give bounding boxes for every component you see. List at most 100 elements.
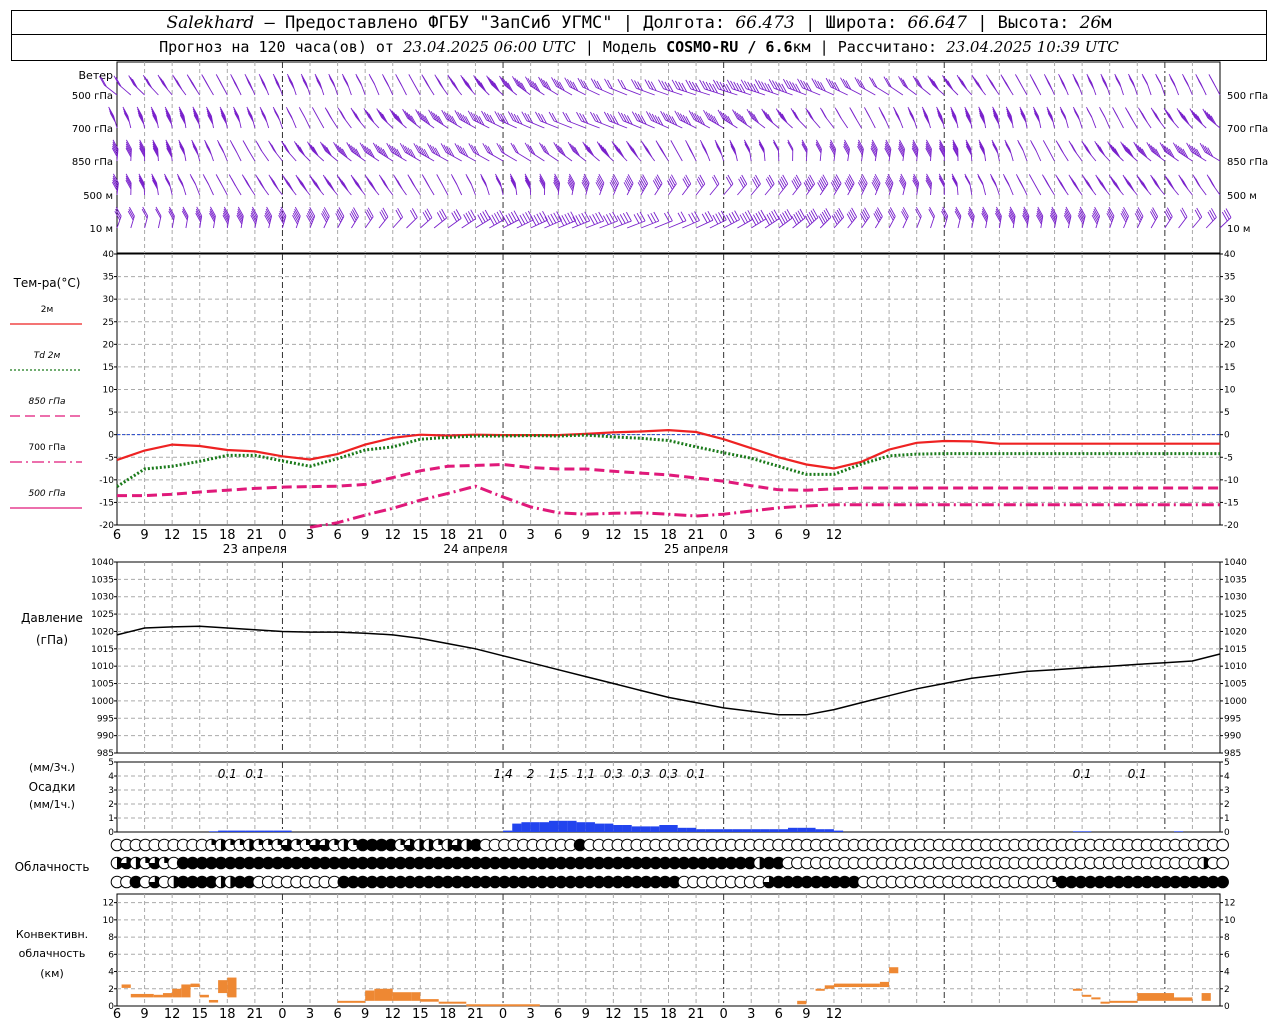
wind-barb — [236, 206, 244, 229]
convective-hour-label: 18 — [219, 1007, 236, 1022]
pressure-panel-ytick-left: 1040 — [91, 558, 114, 568]
convective-bar — [208, 999, 219, 1003]
wind-barb — [486, 75, 504, 96]
wind-barb — [321, 207, 330, 229]
wind-barb — [952, 139, 959, 162]
convective-hour-label: 21 — [688, 1007, 705, 1022]
wind-barb — [1125, 107, 1138, 129]
convective-panel-ytick-left: 10 — [103, 916, 115, 926]
wind-barb — [883, 76, 904, 96]
wind-barb — [1150, 174, 1166, 196]
wind-barb — [1068, 174, 1083, 196]
wind-barb — [241, 174, 256, 196]
temp-panel-ytick-left: 25 — [103, 318, 114, 328]
wind-barb — [925, 139, 932, 162]
temp-panel-ytick-right: -5 — [1224, 453, 1233, 463]
wind-barb — [981, 206, 989, 229]
wind-barb — [854, 77, 876, 96]
wind-barb — [991, 139, 1000, 162]
wind-barb — [1134, 207, 1144, 229]
wind-barb — [939, 139, 946, 162]
wind-barb — [732, 109, 752, 129]
wind-barb — [468, 143, 490, 162]
precip-panel-ytick-left: 4 — [108, 772, 114, 782]
precip-panel-ytick-left: 2 — [108, 800, 114, 810]
precip-panel-ytick-right: 3 — [1224, 786, 1230, 796]
wind-barb — [699, 139, 711, 162]
wind-barb — [250, 206, 258, 229]
convective-hour-label: 12 — [164, 1007, 181, 1022]
precip-title: Осадки — [29, 780, 76, 794]
wind-barb — [869, 76, 890, 96]
wind-barb — [654, 211, 673, 229]
wind-barb — [562, 111, 586, 129]
wind-barb — [775, 108, 793, 129]
wind-barb — [333, 141, 352, 162]
temp-axis-label: Тем-ра(°C) — [13, 276, 81, 290]
wind-barb — [413, 143, 435, 162]
wind-barb — [114, 206, 122, 229]
wind-barb — [402, 108, 421, 129]
wind-barb — [1189, 108, 1207, 129]
wind-barb — [577, 77, 600, 96]
temp-hour-label: 0 — [278, 528, 286, 543]
wind-barb — [737, 210, 754, 229]
temp-hour-label: 21 — [467, 528, 484, 543]
wind-barb — [255, 140, 270, 162]
wind-barb — [977, 173, 987, 196]
wind-barb — [857, 139, 864, 162]
wind-barb — [1059, 106, 1069, 129]
precip-value-label: 0.1 — [245, 767, 264, 781]
temp-panel-ytick-right: 40 — [1224, 250, 1236, 260]
temp-hour-label: 12 — [605, 528, 622, 543]
wind-barb — [539, 142, 559, 162]
convective-hour-label: 6 — [113, 1007, 121, 1022]
wind-barb — [1058, 73, 1069, 96]
wind-barb — [1049, 206, 1058, 229]
lon-value: 66.473 — [735, 13, 795, 33]
wind-barb — [830, 174, 842, 196]
convective-panel-ytick-left: 12 — [103, 899, 114, 909]
precip-bar — [236, 830, 246, 832]
convective-panel-ytick-left: 2 — [108, 985, 114, 995]
wind-barb — [150, 106, 159, 129]
wind-barb — [887, 207, 896, 229]
wind-barb — [233, 106, 242, 129]
wind-barb — [408, 74, 421, 96]
wind-barb — [495, 173, 504, 196]
wind-barb — [480, 173, 490, 196]
wind-barb — [637, 174, 648, 196]
alt-label: Высота: — [997, 13, 1070, 33]
convective-hour-label: 6 — [554, 1007, 562, 1022]
wind-barb — [386, 142, 407, 162]
convective-bar — [1137, 993, 1175, 1001]
wind-barb — [320, 141, 338, 162]
convective-hour-label: 9 — [582, 1007, 590, 1022]
wind-barb — [1042, 174, 1055, 196]
precip-panel-ytick-right: 0 — [1224, 828, 1230, 838]
wind-barb — [644, 79, 669, 96]
convective-label-2: облачность — [19, 947, 86, 960]
wind-barb — [950, 106, 959, 129]
wind-level-label-left: 850 гПа — [72, 157, 113, 168]
convective-bar — [1174, 997, 1193, 1001]
wind-barb — [1150, 107, 1166, 129]
wind-barb — [440, 143, 462, 162]
wind-barb — [1192, 207, 1203, 229]
wind-barb — [128, 75, 145, 96]
pressure-panel-ytick-right: 1015 — [1224, 645, 1247, 655]
cloud-cover-fill — [319, 839, 331, 851]
precip-bar — [677, 827, 687, 832]
convective-panel-ytick-left: 8 — [108, 933, 114, 943]
wind-barb — [350, 174, 366, 196]
wind-barb — [202, 174, 214, 196]
wind-barb — [956, 74, 973, 96]
wind-barb — [122, 106, 132, 129]
wind-barb — [246, 106, 256, 129]
wind-barb — [626, 140, 642, 162]
precip-bar — [686, 827, 697, 832]
wind-barb — [617, 111, 642, 129]
temp-legend-label: 500 гПа — [28, 489, 65, 499]
wind-barb — [834, 107, 849, 129]
wind-barb — [524, 173, 532, 196]
